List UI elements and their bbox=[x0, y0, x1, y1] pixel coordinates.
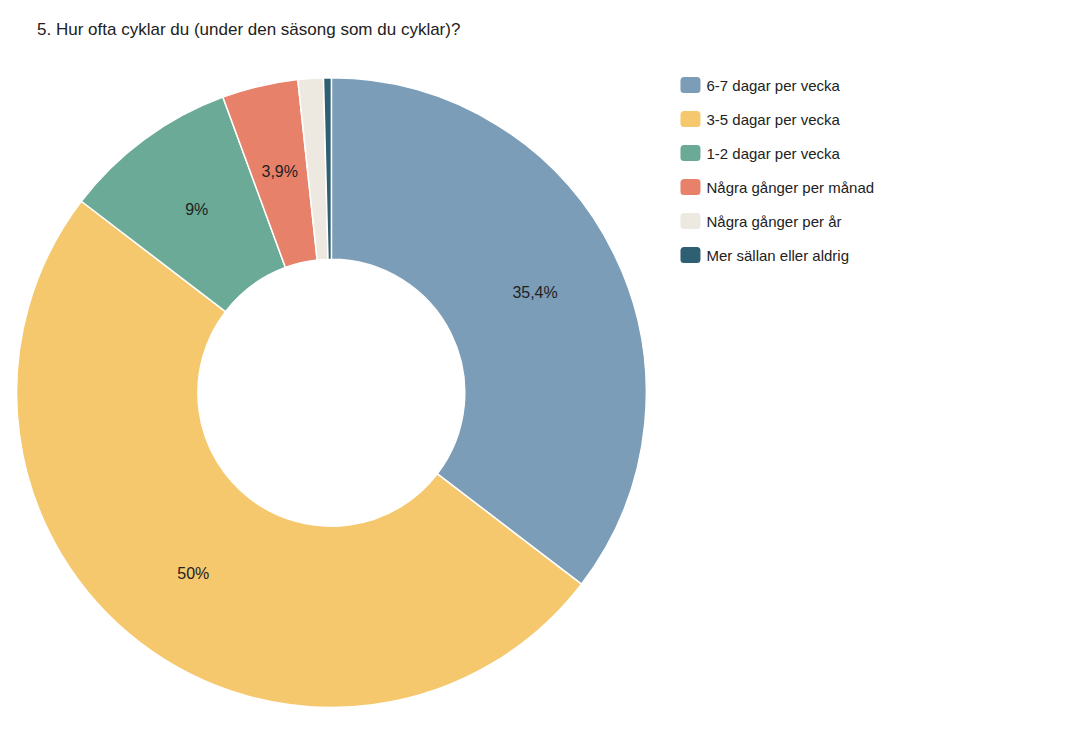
svg-text:3,9%: 3,9% bbox=[262, 163, 298, 180]
svg-text:Mer sällan eller aldrig: Mer sällan eller aldrig bbox=[706, 247, 849, 264]
svg-text:Några gånger per månad: Några gånger per månad bbox=[706, 179, 874, 196]
svg-text:6-7 dagar per vecka: 6-7 dagar per vecka bbox=[706, 77, 840, 94]
svg-text:Några gånger per år: Några gånger per år bbox=[706, 213, 841, 230]
svg-text:35,4%: 35,4% bbox=[512, 284, 557, 301]
svg-text:50%: 50% bbox=[177, 565, 209, 582]
svg-text:3-5 dagar per vecka: 3-5 dagar per vecka bbox=[706, 111, 840, 128]
svg-text:5. Hur ofta cyklar du (under d: 5. Hur ofta cyklar du (under den säsong … bbox=[37, 20, 460, 39]
svg-text:9%: 9% bbox=[185, 201, 208, 218]
svg-text:1-2 dagar per vecka: 1-2 dagar per vecka bbox=[706, 145, 840, 162]
